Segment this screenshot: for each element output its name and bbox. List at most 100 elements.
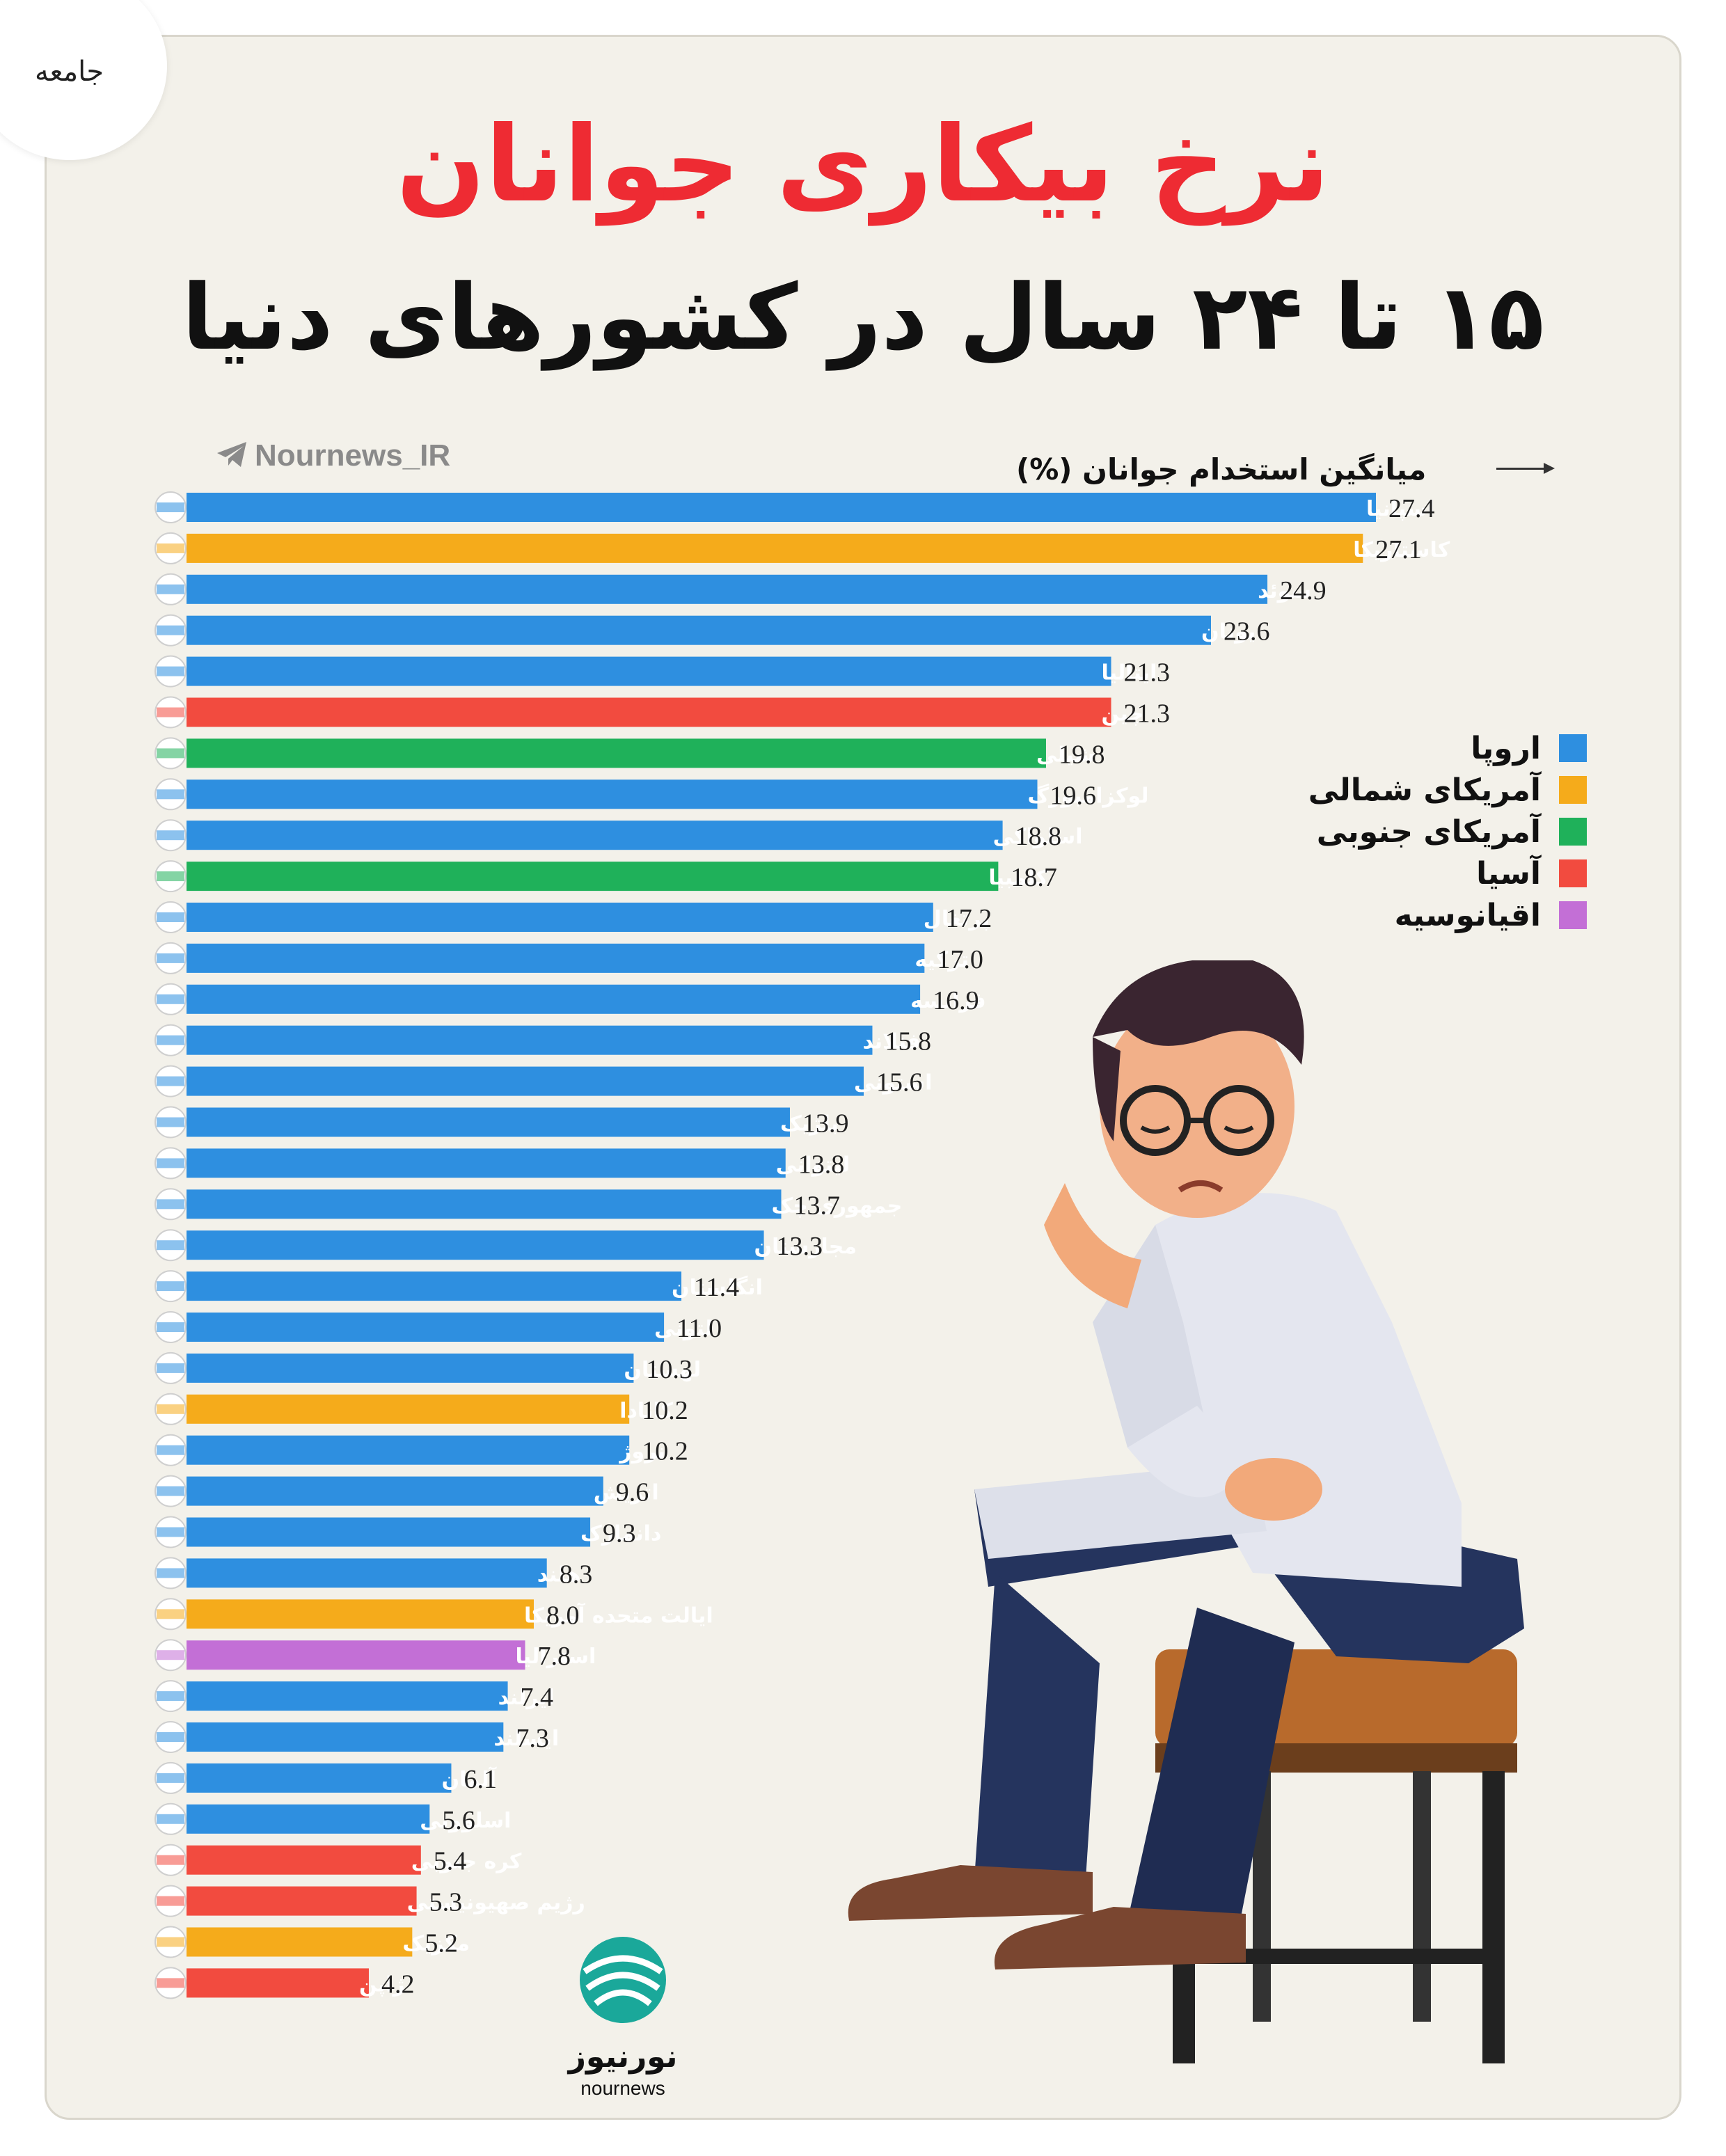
- flag-stripe: [157, 789, 184, 800]
- legend-label: آمریکای جنوبی: [1316, 814, 1541, 850]
- chart-legend: اروپا آمریکای شمالی آمریکای جنوبی آسیا اقیان…: [1288, 727, 1587, 936]
- flag-stripe: [157, 666, 184, 676]
- bar-category-label: کره جنوبی: [411, 1850, 522, 1874]
- bar-value-label: 21.3: [1124, 658, 1171, 688]
- bar-category-label: آلمان: [441, 1766, 496, 1792]
- bar-category-label: فرانسه: [910, 989, 986, 1013]
- bar-value-label: 27.4: [1388, 494, 1435, 523]
- bar-category-label: سوئد: [1258, 579, 1311, 603]
- bar: [187, 984, 921, 1014]
- bar: [187, 656, 1111, 686]
- bar-category-label: ایالت متحده آمریکا: [524, 1602, 713, 1628]
- bar-category-label: لهستان: [624, 1358, 701, 1382]
- bar: [187, 1313, 665, 1342]
- bar: [187, 615, 1211, 645]
- bar-value-label: 4.2: [381, 1969, 415, 1999]
- sad-man-illustration: [848, 960, 1524, 2063]
- bar-value-label: 13.9: [802, 1109, 849, 1139]
- legend-item: آمریکای جنوبی: [1288, 811, 1587, 853]
- legend-swatch: [1559, 901, 1587, 929]
- bar-category-label: ژاپن: [359, 1972, 405, 1997]
- bar-category-label: لوکزامبورگ: [1027, 783, 1148, 808]
- flag-stripe: [157, 1691, 184, 1702]
- bar-category-label: مکزیک: [402, 1932, 470, 1956]
- flag-stripe: [157, 1445, 184, 1455]
- bar-value-label: 15.6: [876, 1068, 923, 1097]
- bar-value-label: 13.7: [794, 1191, 841, 1220]
- legend-swatch: [1559, 776, 1587, 804]
- bar: [187, 1640, 525, 1670]
- bar-value-label: 7.3: [516, 1724, 549, 1753]
- bar-value-label: 11.0: [676, 1314, 722, 1343]
- bar: [187, 1148, 786, 1178]
- legend-swatch: [1559, 734, 1587, 762]
- flag-stripe: [157, 912, 184, 922]
- bar-value-label: 18.7: [1011, 863, 1057, 892]
- bar: [187, 1353, 634, 1383]
- bar: [187, 1025, 873, 1055]
- flag-stripe: [157, 1527, 184, 1537]
- bar-category-label: لتونی: [654, 1317, 713, 1341]
- flag-stripe: [157, 1322, 184, 1332]
- bar: [187, 1845, 421, 1875]
- bar-category-label: اسلواکی: [993, 825, 1083, 849]
- bar: [187, 1681, 508, 1711]
- bar: [187, 1558, 547, 1588]
- bar-category-label: ترکیه: [915, 948, 969, 972]
- bar-value-label: 24.9: [1280, 576, 1327, 605]
- bar: [187, 1394, 630, 1424]
- bar: [187, 1476, 603, 1506]
- bar-category-label: اتریش: [594, 1481, 659, 1505]
- bar-category-label: رژیم صهیونیستی: [407, 1891, 585, 1915]
- source-handle: Nournews_IR: [216, 438, 450, 473]
- nournews-logo-icon: [580, 1937, 666, 2023]
- bar-category-label: ایسلند: [493, 1727, 559, 1751]
- flag-stripe: [157, 1978, 184, 1988]
- bar-value-label: 8.3: [560, 1560, 593, 1589]
- bar-value-label: 8.0: [546, 1601, 580, 1630]
- bar: [187, 1230, 764, 1260]
- bar-category-label: استونی: [854, 1071, 932, 1095]
- bar-category-label: کلمبیا: [988, 866, 1048, 890]
- bar-category-label: پرتغال: [924, 907, 990, 931]
- flag-stripe: [157, 953, 184, 963]
- flag-stripe: [157, 1814, 184, 1824]
- flag-stripe: [157, 1117, 184, 1127]
- bar: [187, 1763, 452, 1793]
- bar-value-label: 5.2: [425, 1929, 458, 1958]
- bar: [187, 1517, 591, 1547]
- bar-value-label: 18.8: [1015, 822, 1062, 851]
- bar-value-label: 13.3: [777, 1232, 823, 1261]
- bar-value-label: 19.6: [1050, 781, 1096, 810]
- bar-value-label: 13.8: [798, 1150, 845, 1179]
- bar-category-label: هلند: [537, 1562, 581, 1587]
- bar-value-label: 5.6: [442, 1806, 475, 1835]
- bar-category-label: فنلاند: [862, 1030, 920, 1054]
- flag-stripe: [157, 625, 184, 635]
- bar-category-label: ایرلند: [498, 1686, 555, 1710]
- flag-stripe: [157, 1404, 184, 1414]
- bar-value-label: 7.8: [538, 1642, 571, 1671]
- flag-stripe: [157, 1076, 184, 1086]
- bar: [187, 1066, 864, 1096]
- bar-category-label: دانمارک: [580, 1522, 661, 1546]
- bar-category-label: شیلی: [1036, 743, 1095, 767]
- legend-item: اقیانوسیه: [1288, 894, 1587, 936]
- bar-category-label: اسپانیا: [1366, 497, 1434, 521]
- bar-category-label: چین: [1102, 702, 1144, 727]
- legend-item: آسیا: [1288, 853, 1587, 894]
